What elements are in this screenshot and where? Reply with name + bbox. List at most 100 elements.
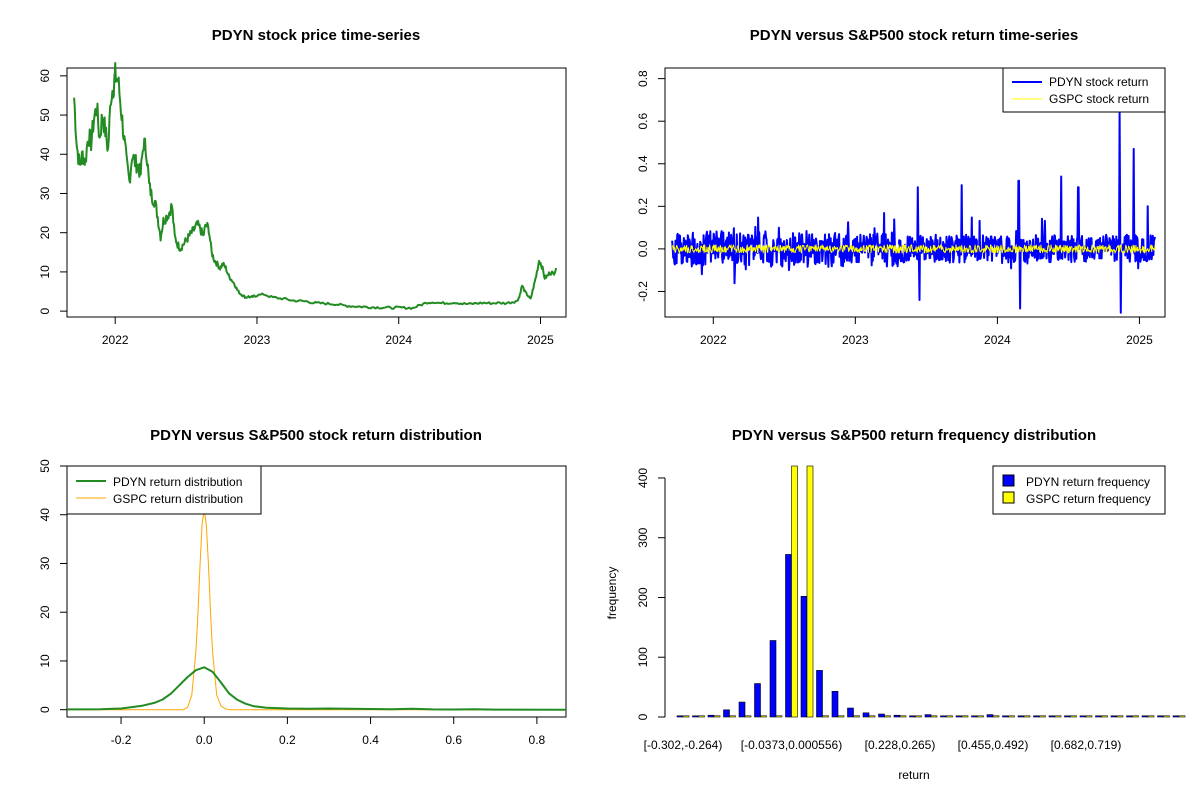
returns-legend-box bbox=[1002, 67, 1166, 113]
gspc-frequency-bar bbox=[992, 715, 1000, 718]
density-x-tick-label: 0.6 bbox=[445, 733, 462, 747]
density-x-tick-label: -0.2 bbox=[111, 733, 132, 747]
gspc-frequency-bar bbox=[1147, 715, 1155, 718]
price-y-tick-label: 40 bbox=[38, 147, 52, 161]
gspc-frequency-bar bbox=[961, 715, 969, 718]
gspc-frequency-bar bbox=[791, 465, 798, 718]
pdyn-frequency-bar bbox=[847, 707, 854, 718]
frequency-x-tick-label: [-0.0373,0.000556) bbox=[741, 738, 842, 752]
pdyn-frequency-bar bbox=[676, 715, 684, 718]
frequency-y-tick-label: 400 bbox=[636, 468, 650, 488]
frequency-y-tick-label: 200 bbox=[636, 587, 650, 607]
density-legend-label-pdyn: PDYN return distribution bbox=[113, 475, 242, 489]
pdyn-frequency-bar bbox=[707, 714, 715, 718]
price-y-tick-label: 20 bbox=[38, 226, 52, 240]
density-x-tick-label: 0.0 bbox=[196, 733, 213, 747]
pdyn-frequency-bar bbox=[1033, 715, 1040, 718]
gspc-frequency-bar bbox=[775, 715, 783, 718]
density-y-tick-label: 40 bbox=[38, 508, 52, 522]
gspc-density-line bbox=[67, 509, 566, 711]
gspc-frequency-bar bbox=[1070, 715, 1077, 718]
gspc-frequency-bar bbox=[868, 715, 876, 718]
pdyn-frequency-bar bbox=[940, 715, 947, 718]
price-y-tick-label: 0 bbox=[38, 307, 52, 314]
density-y-tick-label: 30 bbox=[38, 556, 52, 570]
pdyn-density-line bbox=[66, 666, 567, 711]
gspc-frequency-bar bbox=[884, 715, 891, 718]
returns-y-tick-label: 0.0 bbox=[636, 240, 650, 257]
pdyn-frequency-bar bbox=[1017, 715, 1025, 718]
price-chart-title: PDYN stock price time-series bbox=[212, 27, 420, 44]
frequency-y-axis-label: frequency bbox=[605, 567, 619, 620]
pdyn-frequency-bar bbox=[1172, 715, 1180, 718]
price-y-tick-label: 50 bbox=[38, 108, 52, 122]
density-y-tick-label: 50 bbox=[38, 459, 52, 473]
density-x-tick-label: 0.4 bbox=[362, 733, 379, 747]
returns-y-tick-label: 0.6 bbox=[636, 113, 650, 130]
pdyn-frequency-bar bbox=[862, 712, 870, 718]
gspc-frequency-bar bbox=[822, 715, 829, 718]
gspc-frequency-bar bbox=[853, 715, 860, 718]
density-y-tick-label: 20 bbox=[38, 605, 52, 619]
gspc-frequency-bar bbox=[1178, 715, 1186, 718]
returns-y-tick-label: 0.8 bbox=[636, 70, 650, 87]
frequency-legend-box bbox=[992, 465, 1166, 515]
gspc-frequency-bar bbox=[977, 715, 984, 718]
gspc-frequency-bar bbox=[915, 715, 922, 718]
returns-x-tick-label: 2024 bbox=[984, 333, 1011, 347]
frequency-legend-swatch-gspc bbox=[1002, 491, 1015, 504]
pdyn-frequency-bar bbox=[1141, 715, 1149, 718]
price-y-tick-label: 10 bbox=[38, 265, 52, 279]
density-legend: PDYN return distribution GSPC return dis… bbox=[66, 465, 262, 515]
price-chart-panel: PDYN stock price time-series 2022 2023 202… bbox=[38, 27, 567, 347]
frequency-legend-label-gspc: GSPC return frequency bbox=[1026, 492, 1151, 506]
gspc-frequency-bar bbox=[1116, 715, 1124, 718]
gspc-frequency-bar bbox=[1008, 715, 1015, 718]
pdyn-frequency-bar bbox=[754, 683, 761, 718]
returns-y-tick-label: 0.4 bbox=[636, 155, 650, 172]
frequency-x-tick-label: [-0.302,-0.264) bbox=[644, 738, 723, 752]
pdyn-frequency-bar bbox=[816, 670, 823, 718]
frequency-chart-title: PDYN versus S&P500 return frequency dist… bbox=[732, 427, 1096, 444]
returns-y-tick-label: 0.2 bbox=[636, 198, 650, 215]
pdyn-frequency-bar bbox=[769, 640, 777, 718]
pdyn-frequency-bar bbox=[738, 701, 746, 718]
pdyn-frequency-bar bbox=[831, 691, 839, 718]
density-y-tick-label: 10 bbox=[38, 654, 52, 668]
pdyn-frequency-bar bbox=[785, 554, 792, 718]
price-chart-frame bbox=[66, 67, 567, 318]
gspc-frequency-bar bbox=[899, 715, 907, 718]
pdyn-frequency-bar bbox=[893, 714, 901, 718]
density-chart-title: PDYN versus S&P500 stock return distribu… bbox=[150, 427, 482, 444]
density-x-tick-label: 0.2 bbox=[279, 733, 296, 747]
density-legend-box bbox=[66, 465, 262, 515]
gspc-return-line bbox=[672, 244, 1156, 254]
pdyn-frequency-bar bbox=[971, 715, 978, 718]
gspc-frequency-bar bbox=[682, 715, 690, 718]
frequency-y-tick-label: 100 bbox=[636, 647, 650, 667]
price-x-tick-label: 2022 bbox=[102, 333, 129, 347]
price-y-tick-label: 60 bbox=[38, 69, 52, 83]
gspc-frequency-bar bbox=[1039, 715, 1046, 718]
frequency-x-tick-label: [0.455,0.492) bbox=[958, 738, 1029, 752]
frequency-x-tick-label: [0.682,0.719) bbox=[1051, 738, 1122, 752]
frequency-legend-swatch-pdyn bbox=[1002, 474, 1015, 487]
returns-x-tick-label: 2025 bbox=[1126, 333, 1153, 347]
gspc-frequency-bar bbox=[1054, 715, 1062, 718]
gspc-frequency-bar bbox=[1101, 715, 1108, 718]
density-chart-panel: PDYN versus S&P500 stock return distribu… bbox=[38, 427, 567, 747]
pdyn-frequency-bar bbox=[1064, 715, 1071, 718]
frequency-x-axis-label: return bbox=[898, 768, 929, 782]
gspc-frequency-bar bbox=[1132, 715, 1139, 718]
price-x-tick-label: 2023 bbox=[244, 333, 271, 347]
frequency-legend-label-pdyn: PDYN return frequency bbox=[1026, 475, 1150, 489]
frequency-y-tick-label: 0 bbox=[636, 713, 650, 720]
returns-legend-label-pdyn: PDYN stock return bbox=[1049, 75, 1148, 89]
pdyn-frequency-bar bbox=[1157, 715, 1164, 718]
returns-chart-panel: PDYN versus S&P500 stock return time-ser… bbox=[636, 27, 1166, 347]
returns-legend: PDYN stock return GSPC stock return bbox=[1002, 67, 1166, 113]
returns-x-tick-label: 2023 bbox=[842, 333, 869, 347]
gspc-frequency-bar bbox=[760, 715, 767, 718]
gspc-frequency-bar bbox=[806, 465, 814, 718]
